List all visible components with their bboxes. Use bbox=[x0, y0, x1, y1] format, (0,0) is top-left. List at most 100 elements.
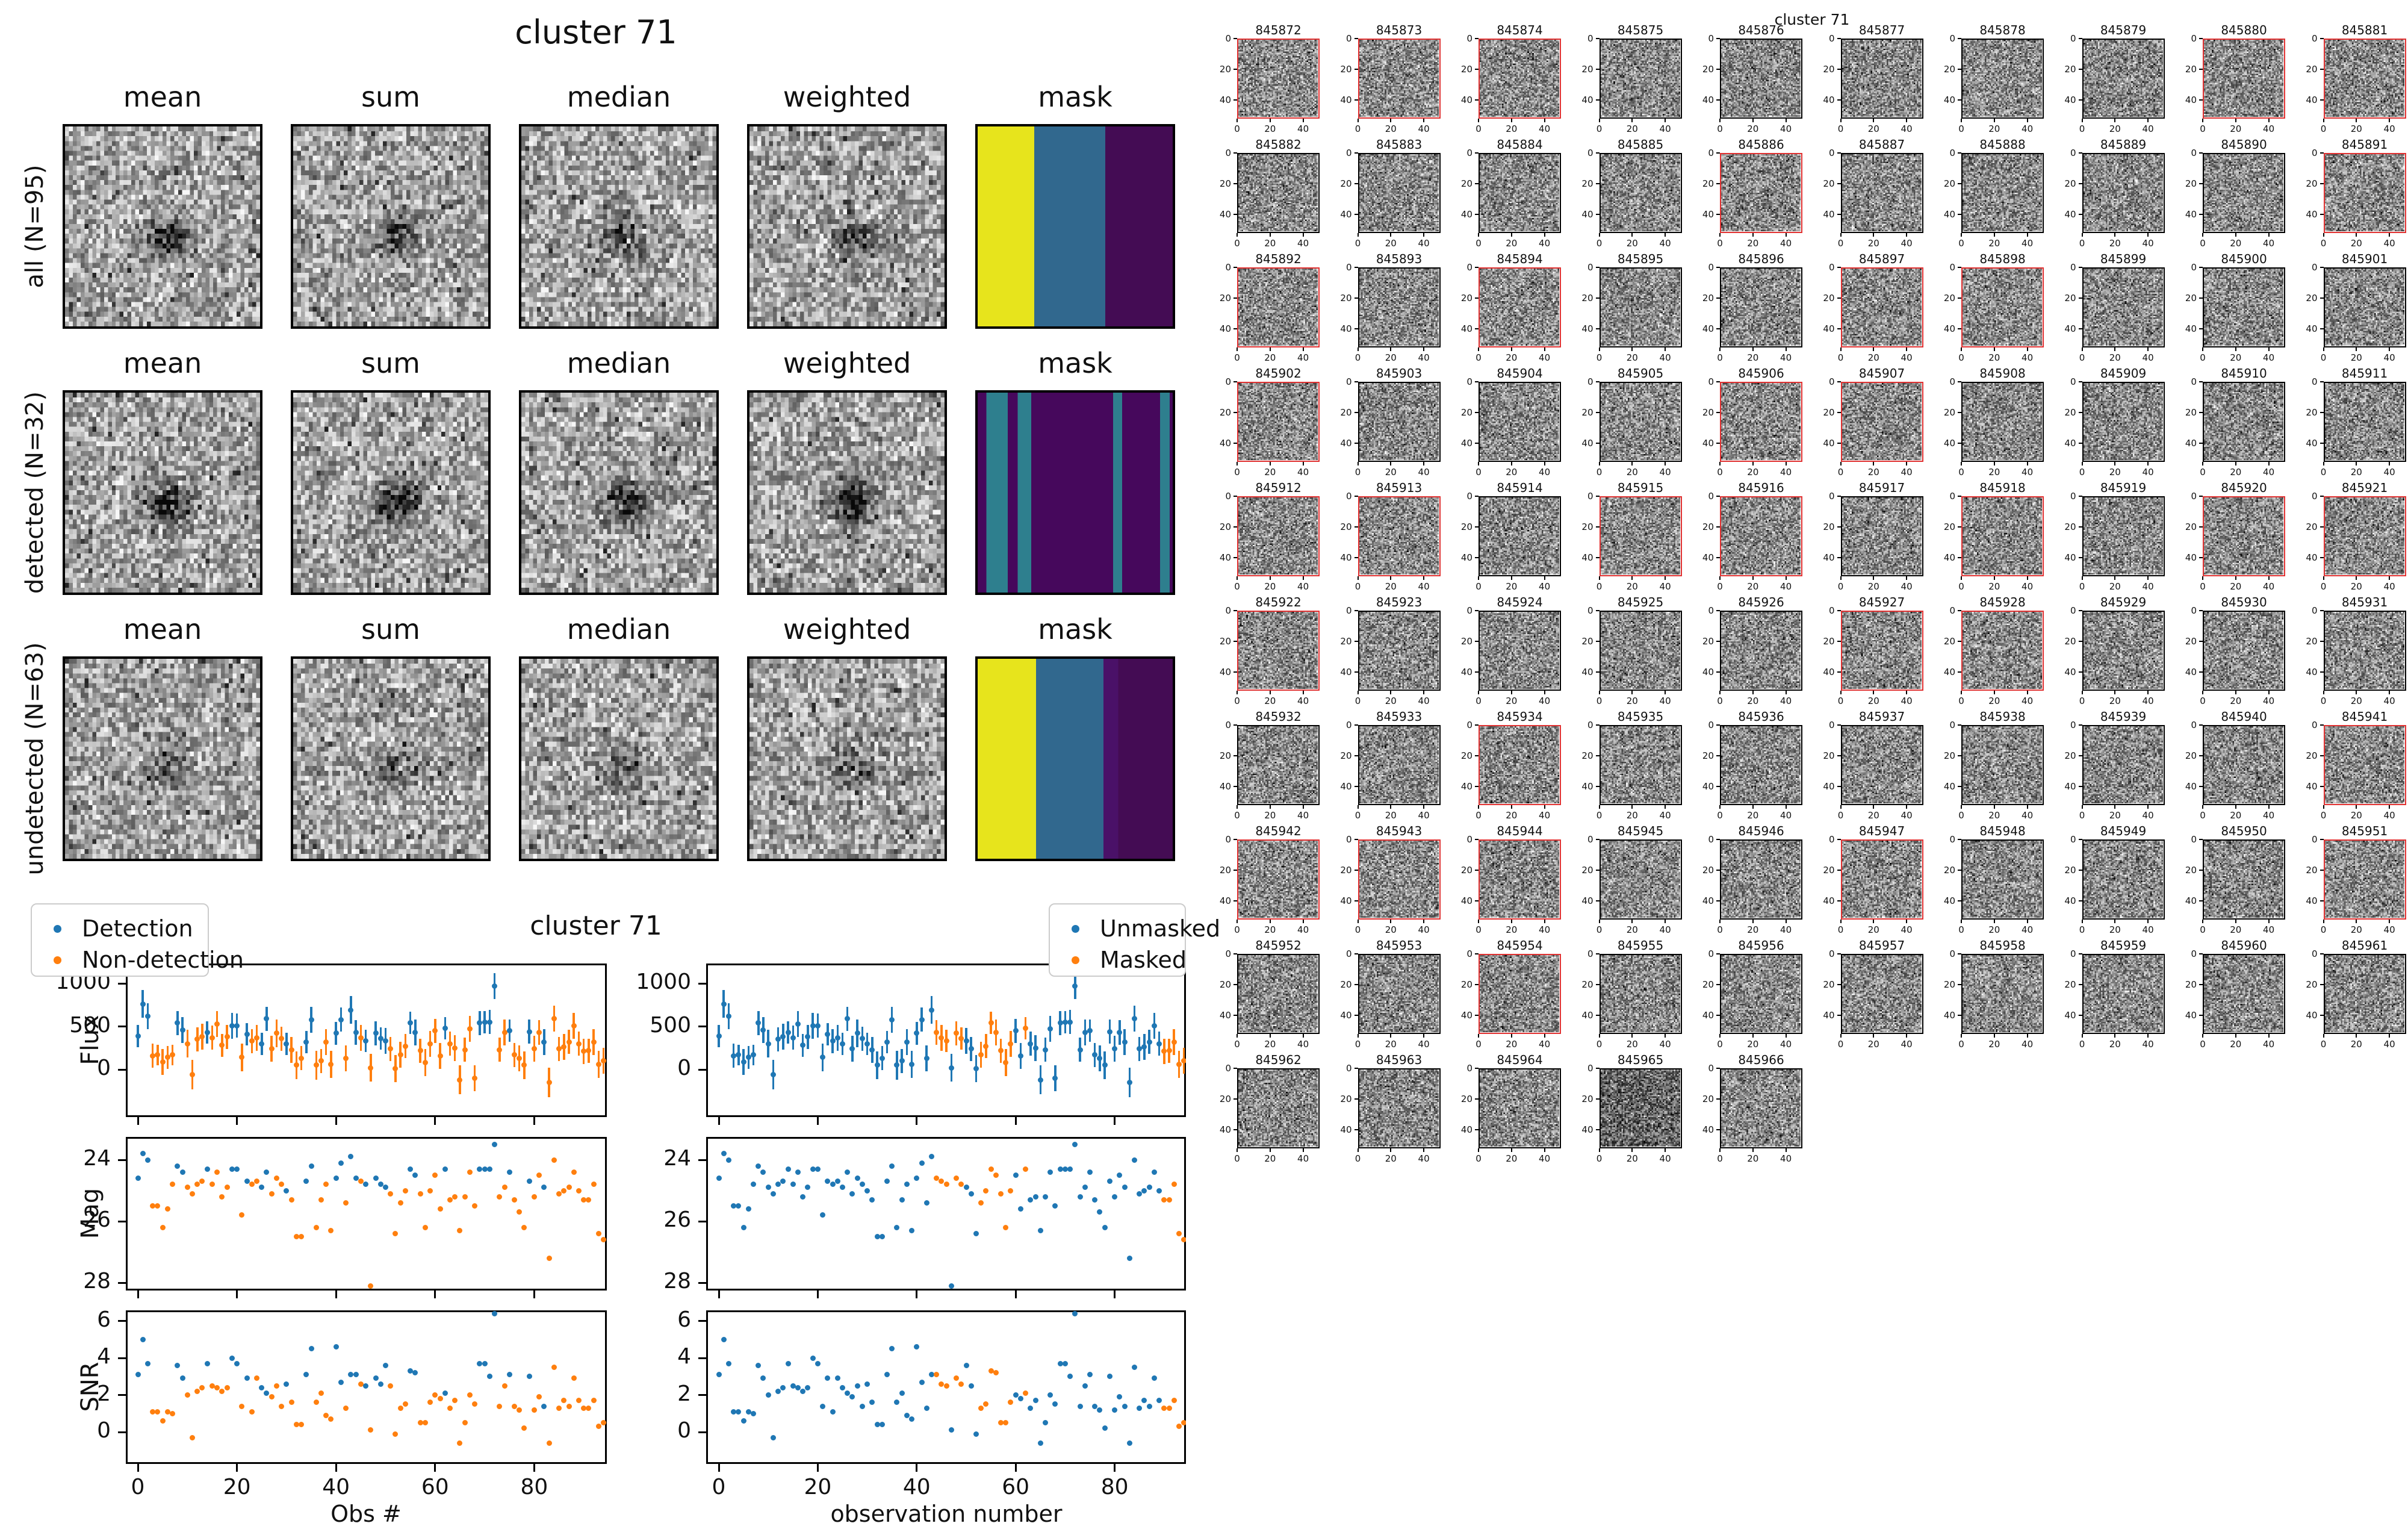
data-point bbox=[810, 1355, 816, 1361]
data-point bbox=[1122, 1185, 1128, 1191]
thumb-y-tick-label: 20 bbox=[1943, 636, 1955, 647]
thumb-y-tick-label: 0 bbox=[1828, 834, 1835, 845]
thumb-x-tick-label: 20 bbox=[1747, 467, 1759, 478]
thumb-x-tick-label: 0 bbox=[1476, 467, 1482, 478]
thumb-x-tick-label: 0 bbox=[1234, 581, 1240, 592]
x-tick bbox=[718, 1290, 720, 1298]
thumbnail-noise-canvas bbox=[2204, 154, 2283, 231]
thumb-y-tick-label: 40 bbox=[1702, 667, 1714, 678]
thumb-x-tick bbox=[1478, 233, 1479, 237]
data-point bbox=[155, 1409, 161, 1415]
data-point bbox=[909, 1061, 915, 1067]
data-point bbox=[973, 1431, 979, 1437]
data-point bbox=[775, 1388, 781, 1394]
thumb-y-tick-label: 40 bbox=[1340, 781, 1352, 792]
data-point bbox=[1077, 1047, 1083, 1053]
data-point bbox=[1092, 1052, 1098, 1058]
thumbnail-image-845889 bbox=[2082, 153, 2165, 233]
thumb-y-tick-label: 40 bbox=[1219, 1124, 1231, 1136]
thumb-y-tick bbox=[2078, 610, 2082, 611]
thumb-x-tick bbox=[1840, 347, 1842, 351]
thumbnail-title: 845957 bbox=[1858, 938, 1905, 953]
thumb-x-tick bbox=[2026, 233, 2028, 237]
thumb-x-tick-label: 20 bbox=[1747, 924, 1759, 935]
data-point bbox=[770, 1191, 776, 1197]
thumb-y-tick-label: 40 bbox=[1219, 552, 1231, 564]
data-point bbox=[328, 1416, 334, 1422]
thumb-y-tick bbox=[2199, 381, 2203, 382]
thumb-x-tick-label: 0 bbox=[1354, 696, 1361, 706]
thumb-x-tick-label: 0 bbox=[1958, 581, 1964, 592]
thumb-y-tick-label: 20 bbox=[1702, 407, 1714, 419]
non-detection-label: Non-detection bbox=[82, 947, 244, 973]
thumb-x-tick bbox=[1906, 805, 1908, 809]
x-tick bbox=[816, 1464, 819, 1472]
thumbnail-image-845935 bbox=[1599, 725, 1682, 805]
thumb-x-tick bbox=[1840, 576, 1842, 580]
data-point bbox=[1156, 1188, 1162, 1194]
thumb-y-tick bbox=[1716, 786, 1720, 788]
data-point bbox=[760, 1027, 766, 1033]
data-point bbox=[313, 1399, 319, 1406]
thumb-x-tick bbox=[1357, 462, 1359, 465]
thumb-x-tick-label: 40 bbox=[1901, 238, 1913, 249]
thumb-x-tick-label: 0 bbox=[1596, 467, 1603, 478]
thumb-x-tick-label: 20 bbox=[1988, 1039, 2000, 1050]
data-point bbox=[830, 1409, 836, 1415]
thumb-x-tick-label: 20 bbox=[1385, 467, 1397, 478]
thumbnail-title: 845948 bbox=[1979, 824, 2026, 838]
thumbnail-noise-canvas bbox=[2083, 383, 2163, 460]
thumbnail-image-845960 bbox=[2203, 954, 2285, 1034]
thumb-x-tick bbox=[1873, 576, 1875, 580]
thumbnail-title: 845959 bbox=[2100, 938, 2147, 953]
thumb-x-tick bbox=[1269, 119, 1271, 122]
data-point bbox=[978, 1052, 984, 1058]
thumb-y-tick bbox=[2199, 267, 2203, 268]
data-point bbox=[1062, 1166, 1068, 1172]
thumb-y-tick-label: 20 bbox=[2064, 865, 2076, 876]
thumb-y-tick-label: 20 bbox=[1702, 865, 1714, 876]
obs-axis-label: Obs # bbox=[330, 1501, 402, 1527]
data-point bbox=[160, 1059, 166, 1065]
thumb-y-tick bbox=[1716, 328, 1720, 330]
data-point bbox=[412, 1030, 418, 1035]
data-point bbox=[904, 1039, 910, 1045]
thumb-y-tick bbox=[1837, 526, 1841, 528]
thumb-x-tick bbox=[1598, 1148, 1600, 1152]
thumb-y-tick-label: 20 bbox=[1823, 64, 1835, 75]
thumbnail-title: 845933 bbox=[1376, 709, 1423, 724]
thumb-y-tick bbox=[2078, 183, 2082, 185]
data-point bbox=[244, 1375, 250, 1381]
thumb-y-tick-label: 0 bbox=[2311, 148, 2318, 158]
thumb-y-tick bbox=[1595, 984, 1600, 986]
data-point bbox=[432, 1392, 438, 1398]
thumb-x-tick-label: 20 bbox=[1385, 581, 1397, 592]
thumb-y-tick-label: 40 bbox=[1340, 209, 1352, 220]
thumb-y-tick-label: 40 bbox=[1460, 552, 1472, 564]
data-point bbox=[293, 1234, 299, 1239]
data-point bbox=[561, 1044, 567, 1050]
data-point bbox=[884, 1178, 890, 1185]
thumb-y-tick bbox=[2199, 183, 2203, 185]
thumb-x-tick bbox=[1873, 462, 1875, 465]
row-label: detected (N=32) bbox=[21, 391, 49, 594]
data-point bbox=[1112, 1407, 1118, 1413]
thumbnail-title: 845895 bbox=[1617, 252, 1664, 266]
y-tick-label: 6 bbox=[97, 1307, 111, 1332]
thumb-y-tick bbox=[1475, 1068, 1479, 1069]
thumbnail-noise-canvas bbox=[2083, 497, 2163, 574]
thumbnail-image-845900 bbox=[2203, 267, 2285, 347]
data-point bbox=[988, 1368, 994, 1374]
thumb-x-tick-label: 20 bbox=[1867, 810, 1879, 821]
thumb-x-tick bbox=[1598, 347, 1600, 351]
data-point bbox=[716, 1372, 722, 1378]
data-point bbox=[879, 1422, 885, 1428]
thumb-y-tick bbox=[1354, 328, 1358, 330]
data-point bbox=[1126, 1440, 1132, 1446]
thumb-x-tick bbox=[1478, 691, 1479, 694]
thumb-y-tick-label: 20 bbox=[1943, 178, 1955, 190]
thumbnail-image-845928 bbox=[1961, 611, 2044, 691]
data-point bbox=[383, 1362, 388, 1368]
thumb-y-tick-label: 20 bbox=[2306, 636, 2318, 647]
thumb-y-tick-label: 20 bbox=[1943, 979, 1955, 991]
